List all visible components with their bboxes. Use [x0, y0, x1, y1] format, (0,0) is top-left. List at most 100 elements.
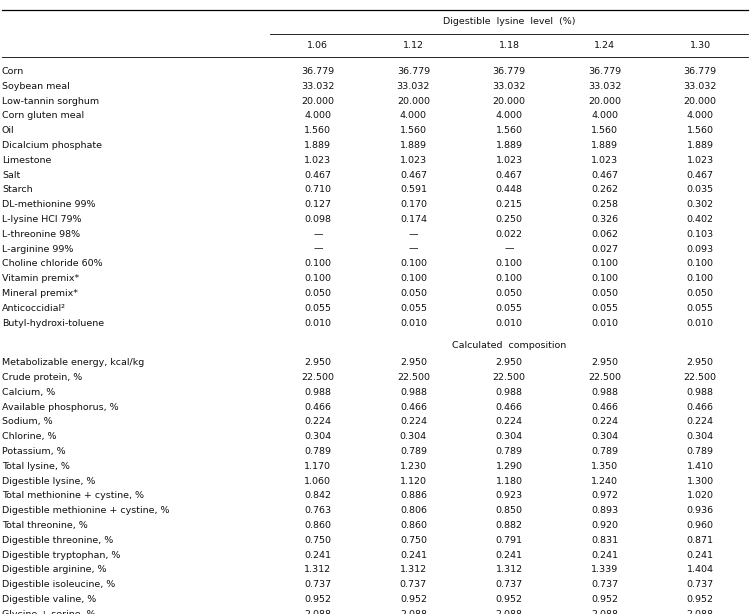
Text: 0.050: 0.050	[304, 289, 331, 298]
Text: 20.000: 20.000	[301, 96, 334, 106]
Text: 0.467: 0.467	[304, 171, 331, 179]
Text: 20.000: 20.000	[492, 96, 526, 106]
Text: 0.936: 0.936	[687, 506, 714, 515]
Text: 1.560: 1.560	[400, 126, 427, 135]
Text: 1.170: 1.170	[304, 462, 331, 471]
Text: 4.000: 4.000	[495, 111, 523, 120]
Text: 1.404: 1.404	[687, 565, 714, 574]
Text: 0.763: 0.763	[304, 506, 331, 515]
Text: 0.027: 0.027	[591, 244, 618, 254]
Text: 0.737: 0.737	[400, 580, 427, 589]
Text: 0.710: 0.710	[304, 185, 331, 194]
Text: 36.779: 36.779	[301, 67, 334, 76]
Text: 0.988: 0.988	[495, 387, 523, 397]
Text: 0.304: 0.304	[495, 432, 523, 441]
Text: 2.088: 2.088	[591, 610, 618, 614]
Text: 0.952: 0.952	[591, 595, 618, 604]
Text: 1.300: 1.300	[687, 476, 714, 486]
Text: 0.010: 0.010	[304, 319, 331, 327]
Text: 0.952: 0.952	[400, 595, 427, 604]
Text: 0.466: 0.466	[400, 403, 427, 411]
Text: Total threonine, %: Total threonine, %	[2, 521, 88, 530]
Text: 0.467: 0.467	[495, 171, 523, 179]
Text: 1.24: 1.24	[594, 42, 615, 50]
Text: 1.023: 1.023	[591, 156, 618, 165]
Text: 0.988: 0.988	[687, 387, 714, 397]
Text: 0.250: 0.250	[495, 215, 523, 224]
Text: 0.100: 0.100	[495, 274, 523, 283]
Text: 0.304: 0.304	[400, 432, 427, 441]
Text: 0.467: 0.467	[687, 171, 714, 179]
Text: 0.988: 0.988	[400, 387, 427, 397]
Text: 1.889: 1.889	[687, 141, 714, 150]
Text: 0.789: 0.789	[495, 447, 523, 456]
Text: 0.055: 0.055	[591, 304, 618, 313]
Text: 0.215: 0.215	[495, 200, 523, 209]
Text: Digestible  lysine  level  (%): Digestible lysine level (%)	[443, 18, 575, 26]
Text: 1.020: 1.020	[687, 491, 714, 500]
Text: 1.889: 1.889	[495, 141, 523, 150]
Text: 0.055: 0.055	[495, 304, 523, 313]
Text: 0.170: 0.170	[400, 200, 427, 209]
Text: 0.224: 0.224	[687, 418, 714, 426]
Text: 2.950: 2.950	[591, 358, 618, 367]
Text: 0.100: 0.100	[304, 274, 331, 283]
Text: DL-methionine 99%: DL-methionine 99%	[2, 200, 96, 209]
Text: 1.560: 1.560	[304, 126, 331, 135]
Text: 2.950: 2.950	[687, 358, 714, 367]
Text: Digestible tryptophan, %: Digestible tryptophan, %	[2, 551, 120, 559]
Text: —: —	[409, 244, 418, 254]
Text: Vitamin premix*: Vitamin premix*	[2, 274, 79, 283]
Text: 1.350: 1.350	[591, 462, 618, 471]
Text: 2.088: 2.088	[687, 610, 714, 614]
Text: 0.326: 0.326	[591, 215, 618, 224]
Text: 1.180: 1.180	[495, 476, 523, 486]
Text: 0.100: 0.100	[400, 274, 427, 283]
Text: 0.055: 0.055	[304, 304, 331, 313]
Text: 2.950: 2.950	[304, 358, 331, 367]
Text: 0.010: 0.010	[591, 319, 618, 327]
Text: 0.737: 0.737	[304, 580, 331, 589]
Text: 2.088: 2.088	[495, 610, 523, 614]
Text: L-arginine 99%: L-arginine 99%	[2, 244, 73, 254]
Text: Crude protein, %: Crude protein, %	[2, 373, 82, 382]
Text: 0.010: 0.010	[400, 319, 427, 327]
Text: 33.032: 33.032	[301, 82, 334, 91]
Text: 1.023: 1.023	[495, 156, 523, 165]
Text: 0.224: 0.224	[400, 418, 427, 426]
Text: 0.750: 0.750	[304, 535, 331, 545]
Text: 2.088: 2.088	[400, 610, 427, 614]
Text: Oil: Oil	[2, 126, 14, 135]
Text: 0.103: 0.103	[687, 230, 714, 239]
Text: 1.889: 1.889	[591, 141, 618, 150]
Text: 0.100: 0.100	[495, 259, 523, 268]
Text: —: —	[313, 244, 322, 254]
Text: 1.889: 1.889	[400, 141, 427, 150]
Text: Total lysine, %: Total lysine, %	[2, 462, 70, 471]
Text: Digestible lysine, %: Digestible lysine, %	[2, 476, 96, 486]
Text: 0.010: 0.010	[495, 319, 523, 327]
Text: 0.100: 0.100	[304, 259, 331, 268]
Text: 0.952: 0.952	[304, 595, 331, 604]
Text: Soybean meal: Soybean meal	[2, 82, 70, 91]
Text: Mineral premix*: Mineral premix*	[2, 289, 78, 298]
Text: 0.737: 0.737	[591, 580, 618, 589]
Text: 4.000: 4.000	[687, 111, 714, 120]
Text: —: —	[505, 244, 514, 254]
Text: 0.224: 0.224	[495, 418, 523, 426]
Text: 4.000: 4.000	[400, 111, 427, 120]
Text: 4.000: 4.000	[304, 111, 331, 120]
Text: 0.923: 0.923	[495, 491, 523, 500]
Text: 0.960: 0.960	[687, 521, 714, 530]
Text: 0.241: 0.241	[687, 551, 714, 559]
Text: 1.230: 1.230	[400, 462, 427, 471]
Text: 0.035: 0.035	[687, 185, 714, 194]
Text: 0.952: 0.952	[687, 595, 714, 604]
Text: 0.093: 0.093	[687, 244, 714, 254]
Text: Corn gluten meal: Corn gluten meal	[2, 111, 84, 120]
Text: 0.789: 0.789	[304, 447, 331, 456]
Text: —: —	[409, 230, 418, 239]
Text: 0.886: 0.886	[400, 491, 427, 500]
Text: Anticoccidial²: Anticoccidial²	[2, 304, 66, 313]
Text: 36.779: 36.779	[397, 67, 430, 76]
